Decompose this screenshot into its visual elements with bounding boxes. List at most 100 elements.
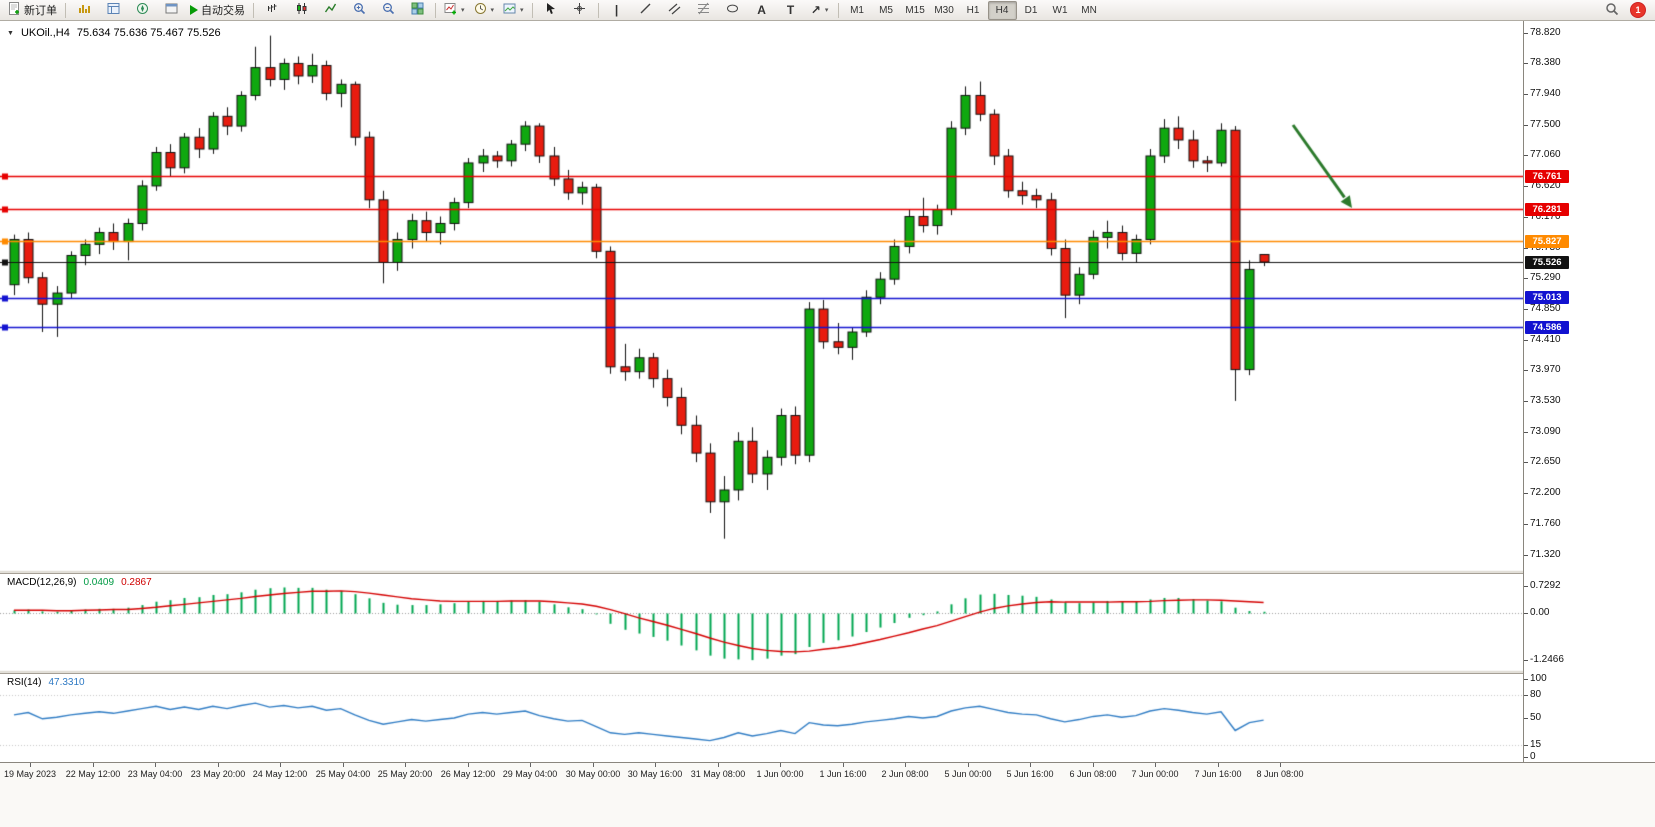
time-axis-tick [1030,763,1031,767]
rsi-value: 47.3310 [48,677,85,688]
timeframe-button-m1[interactable]: M1 [850,4,864,16]
label-tool-icon: T [786,3,795,17]
trendline-tool-button[interactable] [632,0,660,20]
crosshair-tool-button[interactable] [566,0,594,20]
time-axis-label: 23 May 04:00 [127,769,183,779]
timeframe-button-m30[interactable]: M30 [934,4,954,16]
time-axis[interactable]: 19 May 2023 22 May 12:00 23 May 04:00 23 Ma… [0,762,1655,827]
toolbar: 新订单 自动交易 ▾ ▾ ▾ | A T ↗ ▾ M1 M5 M1 [0,0,1655,21]
time-axis-label: 29 May 04:00 [502,769,558,779]
chevron-down-icon: ▾ [824,7,829,14]
axis-label: 74.850 [1530,303,1561,314]
price-level-badge: 76.281 [1525,203,1569,216]
timeframe-button-h1[interactable]: H1 [966,4,980,16]
macd-panel-canvas[interactable] [0,574,1523,670]
axis-label: 78.820 [1530,27,1561,38]
axis-tick [1524,155,1528,156]
time-axis-label: 22 May 12:00 [65,769,121,779]
axis-tick [1524,125,1528,126]
axis-tick [1524,186,1528,187]
chart-ohlc-label: 75.634 75.636 75.467 75.526 [76,27,221,39]
axis-label: 71.320 [1530,549,1561,560]
chart-dropdown-icon[interactable]: ▼ [7,29,14,37]
axis-tick [1524,555,1528,556]
periods-button[interactable]: ▾ [470,0,499,20]
axis-tick [1524,462,1528,463]
time-axis-label: 2 Jun 08:00 [881,769,929,779]
timeframe-button-mn[interactable]: MN [1081,4,1097,16]
new-chart-button[interactable]: ▾ [440,0,469,20]
axis-label: 78.380 [1530,57,1561,68]
price-scale[interactable]: 78.820 78.380 77.940 77.500 77.060 76.620 76.1… [1523,21,1655,762]
bar-chart-type-button[interactable] [258,0,286,20]
ellipse-tool-button[interactable] [719,0,747,20]
time-axis-tick [905,763,906,767]
zoom-in-button[interactable] [345,0,373,20]
tile-windows-button[interactable] [403,0,431,20]
vertical-line-tool-button[interactable]: | [603,0,631,20]
window-separator[interactable] [0,570,1655,574]
timeframe-button-m5[interactable]: M5 [879,4,893,16]
channel-tool-button[interactable] [661,0,689,20]
text-tool-button[interactable]: A [748,0,776,20]
rsi-label: RSI(14) 47.3310 [7,677,85,688]
toolbar-separator [597,2,599,18]
line-chart-icon [324,2,337,18]
chart-symbol-label: UKOil.,H4 [20,27,70,39]
fibonacci-tool-button[interactable] [690,0,718,20]
market-watch-button[interactable] [70,0,98,20]
fibonacci-icon [697,2,710,18]
auto-trading-button[interactable]: 自动交易 [186,0,249,20]
line-chart-type-button[interactable] [316,0,344,20]
zoom-in-icon [353,2,366,18]
timeframe-button-m15[interactable]: M15 [905,4,925,16]
macd-label: MACD(12,26,9) 0.0409 0.2867 [7,577,152,588]
axis-label: 72.650 [1530,456,1561,467]
candlestick-chart-icon [295,2,308,18]
zoom-out-button[interactable] [374,0,402,20]
auto-trading-label: 自动交易 [201,5,245,17]
chevron-down-icon: ▾ [490,7,495,14]
axis-tick [1524,370,1528,371]
data-window-button[interactable] [99,0,127,20]
notification-badge[interactable]: 1 [1631,3,1645,17]
price-level-badge: 75.526 [1525,256,1569,269]
channel-icon [668,2,681,18]
time-axis-label: 23 May 20:00 [190,769,246,779]
templates-button[interactable]: ▾ [499,0,528,20]
new-order-button[interactable]: 新订单 [4,0,61,20]
arrows-tool-button[interactable]: ↗ ▾ [806,0,834,20]
axis-label: 77.940 [1530,88,1561,99]
bar-chart-icon [266,2,279,18]
toolbar-separator [435,2,436,18]
timeframe-button-h4[interactable]: H4 [987,0,1017,20]
axis-label: 77.060 [1530,149,1561,160]
price-level-badge: 75.013 [1525,291,1569,304]
timeframe-group: M1 M5 M15 M30 H1 H4 D1 W1 MN [843,0,1104,20]
candlestick-chart-type-button[interactable] [287,0,315,20]
axis-tick [1524,217,1528,218]
search-button[interactable] [1598,0,1626,20]
time-axis-tick [843,763,844,767]
main-chart-canvas[interactable] [0,21,1523,570]
time-axis-label: 25 May 20:00 [377,769,433,779]
time-axis-tick [655,763,656,767]
timeframe-button-d1[interactable]: D1 [1024,4,1038,16]
macd-main-value: 0.0409 [83,577,115,588]
terminal-button[interactable] [157,0,185,20]
axis-label: 73.970 [1530,364,1561,375]
new-order-icon [8,2,21,18]
cursor-tool-button[interactable] [537,0,565,20]
label-tool-button[interactable]: T [777,0,805,20]
window-separator[interactable] [0,670,1655,674]
price-level-badge: 75.827 [1525,235,1569,248]
axis-tick [1524,432,1528,433]
toolbar-separator [531,2,533,18]
axis-label: 72.200 [1530,487,1561,498]
axis-label: 15 [1530,739,1542,750]
axis-tick [1524,340,1528,341]
navigator-button[interactable] [128,0,156,20]
rsi-panel-canvas[interactable] [0,674,1523,762]
timeframe-button-w1[interactable]: W1 [1052,4,1068,16]
new-chart-icon [444,2,457,18]
